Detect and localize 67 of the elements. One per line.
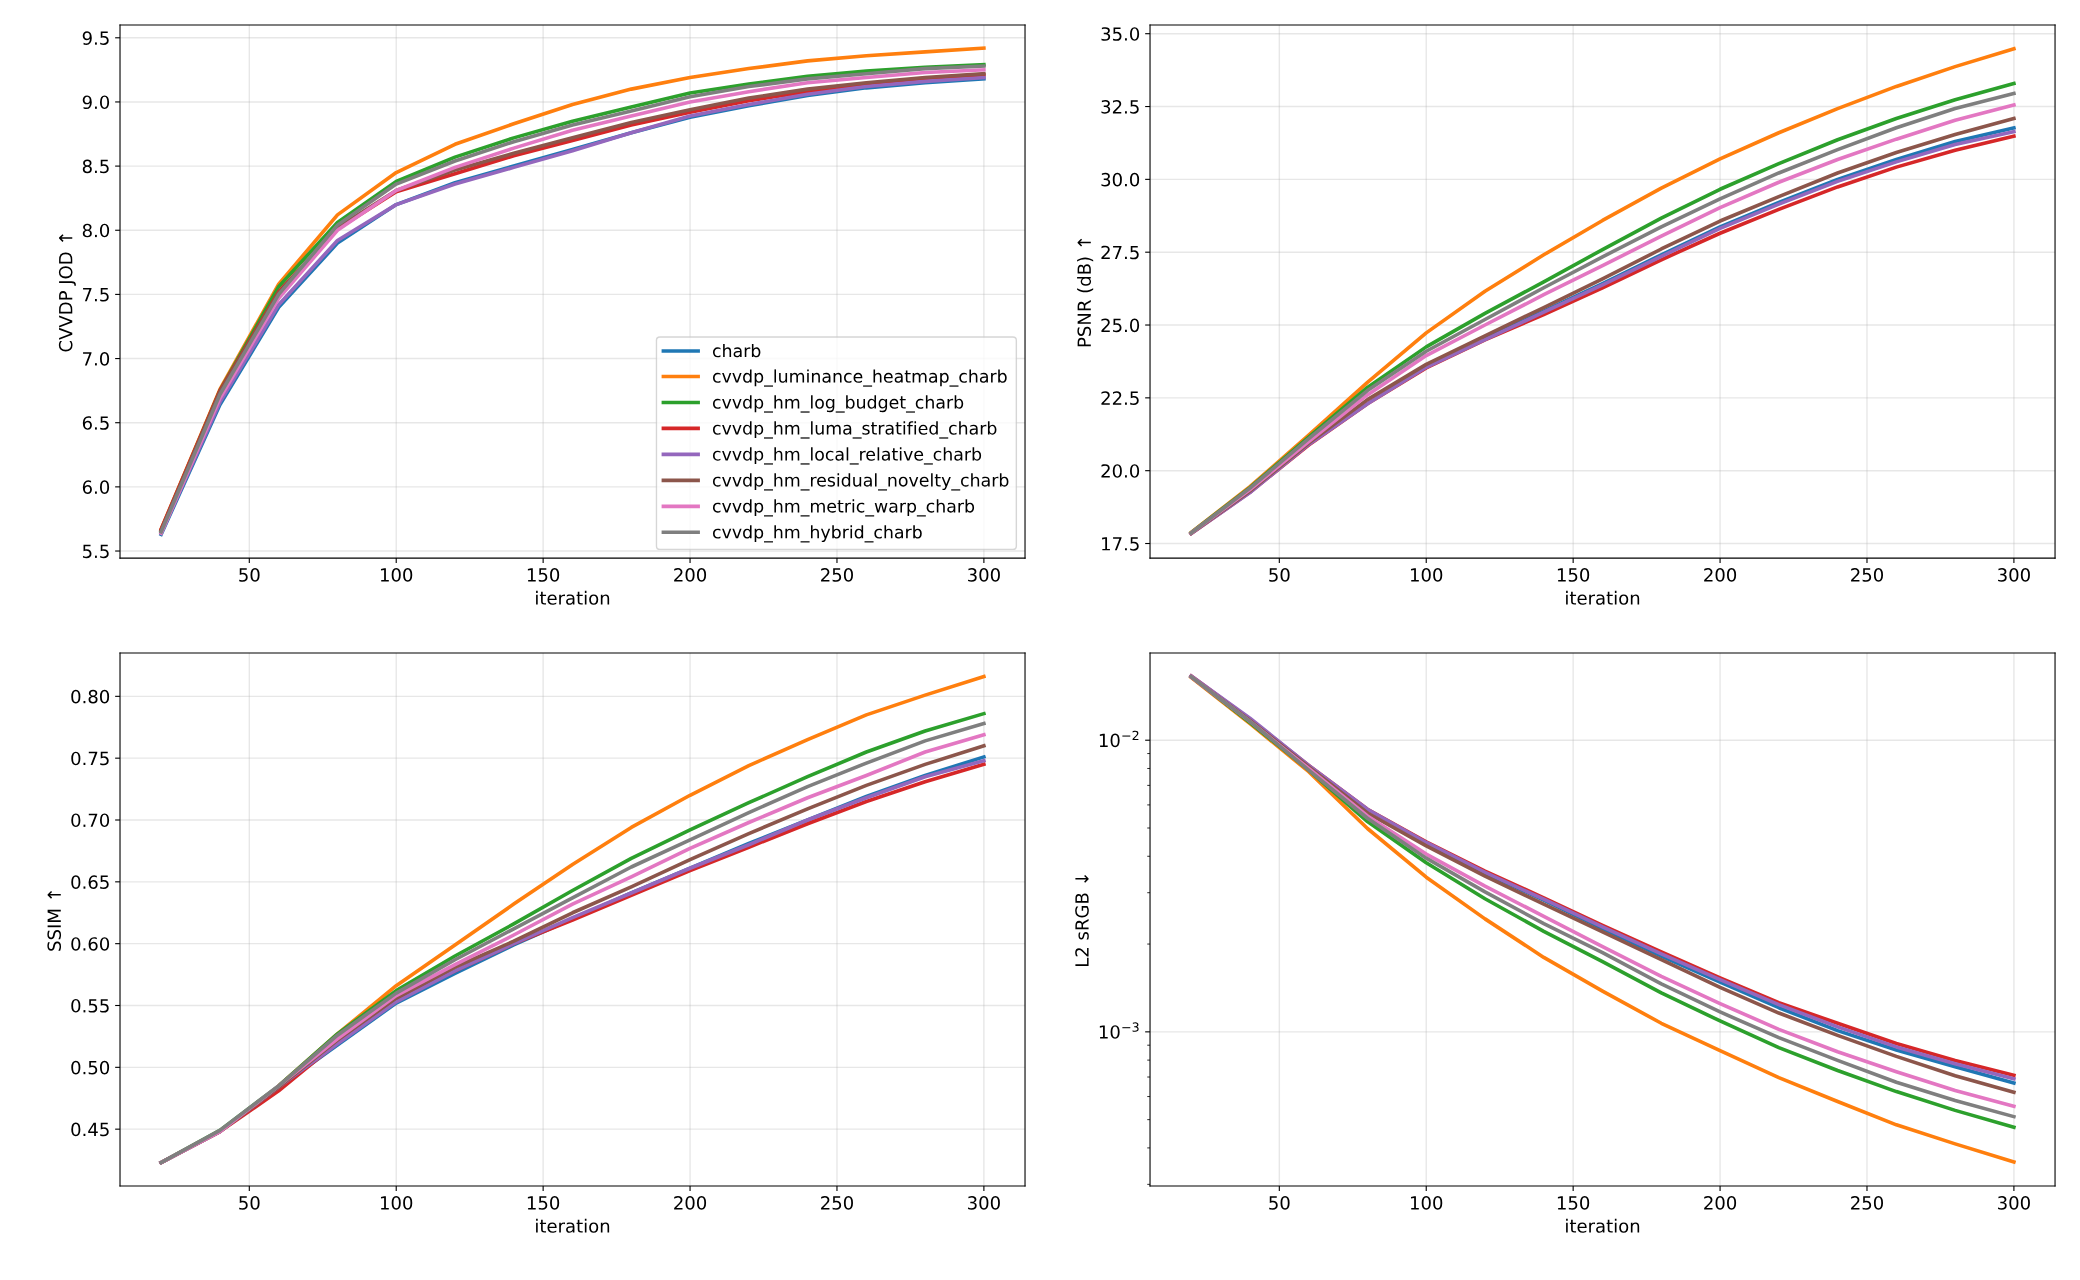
y-tick-label: 10$^{−2}$ [1099,730,1139,748]
x-tick-label: 100 [380,1196,413,1210]
x-axis-title: iteration [1566,1218,1640,1233]
legend-label: cvvdp_hm_hybrid_charb [712,525,922,543]
y-tick-label: 27.5 [1101,245,1139,260]
y-tick-label: 0.60 [71,937,110,951]
x-tick-label: 150 [1557,568,1590,582]
y-tick-label: 8.0 [82,223,110,238]
x-axis-title: iteration [1566,590,1640,605]
y-tick-label: 0.55 [71,998,109,1013]
x-tick-label: 200 [1704,1196,1737,1210]
y-tick-label: 8.5 [82,159,109,174]
y-tick-label: 9.0 [82,95,110,110]
x-tick-label: 200 [674,568,707,582]
y-axis-title: CVVDP JOD ↑ [58,234,76,352]
x-tick-label: 50 [1269,568,1290,582]
x-tick-label: 100 [380,568,413,582]
x-tick-label: 100 [1410,568,1443,582]
y-tick-label: 6.0 [82,480,110,494]
y-tick-label: 35.0 [1101,27,1140,41]
y-tick-label: 0.70 [71,813,110,828]
x-axis-title: iteration [536,590,610,605]
x-tick-label: 150 [527,1196,560,1210]
y-tick-label: 20.0 [1101,464,1140,478]
legend-label: cvvdp_hm_residual_novelty_charb [712,473,1009,491]
x-tick-label: 250 [821,1196,853,1210]
legend-label: charb [712,343,761,358]
x-tick-label: 50 [239,568,260,582]
legend-label: cvvdp_luminance_heatmap_charb [712,369,1007,387]
y-tick-label: 32.5 [1101,99,1139,114]
x-tick-label: 200 [1704,568,1737,582]
x-tick-label: 50 [1269,1196,1290,1210]
x-tick-label: 300 [1998,1196,2030,1210]
y-tick-label: 0.80 [71,689,110,704]
x-tick-label: 250 [1851,1196,1884,1210]
y-tick-label: 0.65 [71,875,109,889]
y-tick-label: 0.75 [71,751,109,766]
x-tick-label: 300 [968,1196,1000,1210]
y-axis-title: L2 sRGB ↓ [1075,875,1089,967]
y-tick-label: 9.5 [82,31,109,45]
y-tick-label: 0.50 [71,1060,110,1075]
x-tick-label: 300 [1998,568,2030,582]
legend-label: cvvdp_hm_local_relative_charb [712,447,982,465]
legend-label: cvvdp_hm_luma_stratified_charb [712,421,997,439]
y-tick-label: 7.5 [83,288,109,302]
x-tick-label: 100 [1410,1196,1443,1210]
y-tick-label: 17.5 [1102,537,1139,551]
x-axis-title: iteration [536,1218,610,1233]
x-tick-label: 50 [239,1196,260,1210]
y-axis-title: PSNR (dB) ↑ [1077,238,1094,347]
x-tick-label: 250 [821,568,853,582]
x-tick-label: 250 [1851,568,1884,582]
x-tick-label: 150 [1557,1196,1590,1210]
y-tick-label: 6.5 [82,416,109,430]
x-tick-label: 150 [527,568,560,582]
legend-label: cvvdp_hm_metric_warp_charb [712,499,975,517]
y-tick-label: 30.0 [1101,172,1140,187]
x-tick-label: 200 [674,1196,707,1210]
y-tick-label: 7.0 [83,352,110,366]
y-tick-label: 25.0 [1101,318,1140,333]
y-tick-label: 5.5 [82,544,109,559]
y-tick-label: 0.45 [71,1122,109,1137]
legend-label: cvvdp_hm_log_budget_charb [712,395,964,413]
y-axis-title: SSIM ↑ [47,890,62,951]
y-tick-label: 22.5 [1101,391,1139,405]
x-tick-label: 300 [968,568,1000,582]
y-tick-label: 10$^{−3}$ [1099,1022,1139,1039]
